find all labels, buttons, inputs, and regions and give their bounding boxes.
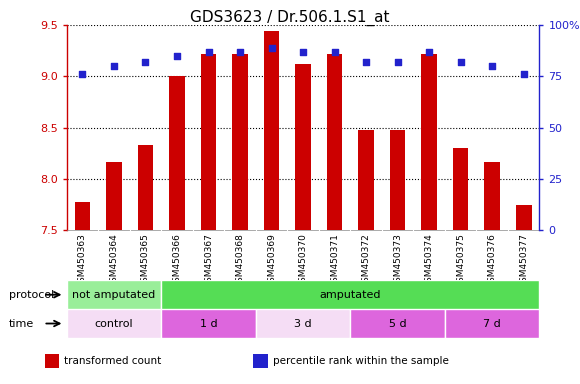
Text: time: time [9,318,34,329]
Bar [484,162,500,230]
Text: control: control [95,318,133,329]
Bar [201,54,216,230]
Bar [161,280,539,309]
Point [425,49,434,55]
Bar [161,309,256,338]
Bar [445,309,539,338]
Bar [390,130,405,230]
Bar [169,76,185,230]
Point [456,59,465,65]
Text: transformed count: transformed count [64,356,162,366]
Point [487,63,496,69]
Text: GSM450376: GSM450376 [488,233,496,288]
Bar [453,148,469,230]
Point [267,45,276,51]
Text: GSM450369: GSM450369 [267,233,276,288]
Text: GSM450364: GSM450364 [110,233,118,288]
Text: 1 d: 1 d [200,318,218,329]
Point [330,49,339,55]
Text: 3 d: 3 d [294,318,312,329]
Text: GSM450372: GSM450372 [361,233,371,288]
Bar [67,280,161,309]
Bar [256,309,350,338]
Text: GSM450377: GSM450377 [519,233,528,288]
Bar [106,162,122,230]
Bar [67,309,161,338]
Point [235,49,245,55]
Point [78,71,87,77]
Text: percentile rank within the sample: percentile rank within the sample [273,356,449,366]
Bar [253,354,268,368]
Point [361,59,371,65]
Bar [45,354,59,368]
Point [109,63,119,69]
Point [141,59,150,65]
Text: GSM450370: GSM450370 [299,233,307,288]
Point [519,71,528,77]
Point [172,53,182,59]
Point [393,59,403,65]
Bar [358,130,374,230]
Bar [232,54,248,230]
Text: GSM450374: GSM450374 [425,233,434,288]
Point [298,49,307,55]
Bar [516,205,531,230]
Point [204,49,213,55]
Bar [421,54,437,230]
Text: GSM450368: GSM450368 [235,233,245,288]
Text: 5 d: 5 d [389,318,407,329]
Bar [264,31,280,230]
Text: GSM450367: GSM450367 [204,233,213,288]
Text: GSM450373: GSM450373 [393,233,402,288]
Bar [75,202,90,230]
Bar [295,64,311,230]
Text: protocol: protocol [9,290,54,300]
Text: amputated: amputated [320,290,381,300]
Text: not amputated: not amputated [72,290,155,300]
Text: 7 d: 7 d [483,318,501,329]
Text: GSM450363: GSM450363 [78,233,87,288]
Text: GSM450371: GSM450371 [330,233,339,288]
Bar [327,54,342,230]
Text: GSM450366: GSM450366 [172,233,182,288]
Text: GSM450375: GSM450375 [456,233,465,288]
Bar [350,309,445,338]
Text: GDS3623 / Dr.506.1.S1_at: GDS3623 / Dr.506.1.S1_at [190,10,390,26]
Bar [137,145,153,230]
Text: GSM450365: GSM450365 [141,233,150,288]
